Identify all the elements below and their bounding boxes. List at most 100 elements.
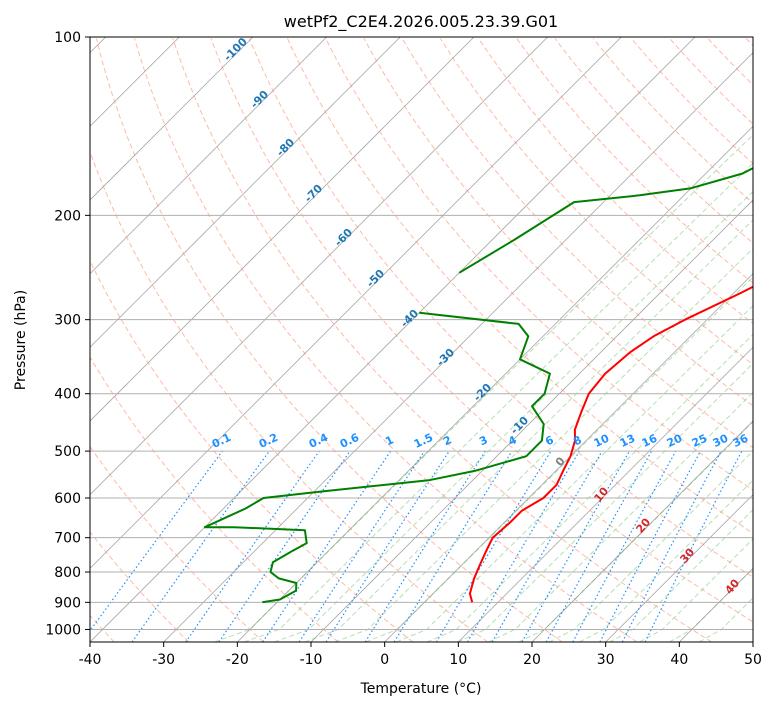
dry-adiabat-line	[439, 38, 753, 366]
mixing-ratio-line	[325, 450, 450, 642]
x-axis-label: Temperature (°C)	[360, 681, 482, 697]
mixing-ratio-label: 20	[665, 432, 685, 450]
dry-adiabat-line	[210, 38, 753, 623]
dry-adiabat-line	[90, 356, 339, 642]
dewpoint-line	[203, 311, 551, 604]
mixing-ratio-line	[521, 450, 631, 642]
moist-adiabat-line	[698, 597, 753, 642]
dry-adiabat-label: -90	[248, 88, 271, 111]
mixing-ratio-label: 36	[731, 432, 751, 450]
mixing-ratio-label: 10	[592, 432, 612, 450]
x-tick-label: -30	[152, 652, 175, 668]
x-tick-label: 50	[744, 652, 762, 668]
dry-adiabat-line	[134, 38, 638, 642]
mixing-ratio-line	[298, 450, 425, 642]
dry-adiabat-label: -80	[274, 136, 297, 159]
mixing-ratio-label: 0.4	[307, 431, 330, 451]
mixing-ratio-line	[644, 450, 743, 642]
isopleth-labels: -100-90-80-70-60-50-40-30-20-100.1 0.2 0.4…	[210, 35, 751, 597]
mixing-ratio-line	[393, 450, 513, 642]
mixing-ratio-label: 13	[618, 432, 637, 450]
isotherm-line	[458, 346, 753, 642]
moist-adiabat-line	[304, 219, 753, 642]
dry-adiabat-label: -50	[364, 267, 387, 290]
dry-adiabat-label: -70	[302, 182, 325, 205]
isotherm-line	[163, 52, 753, 642]
y-tick-label: 200	[54, 208, 81, 224]
isotherm-line	[90, 37, 475, 422]
dry-adiabat-line	[554, 38, 753, 244]
dry-adiabat-label: -20	[471, 381, 494, 404]
x-tick-label: 10	[449, 652, 467, 668]
mixing-ratio-label: 1	[383, 433, 395, 448]
dry-adiabat-line	[248, 38, 753, 578]
mixing-ratio-label: 6	[543, 433, 556, 448]
y-tick-label: 400	[54, 387, 81, 403]
moist-adiabat-label: 30	[677, 545, 697, 565]
moist-adiabat-line	[518, 420, 753, 642]
moist-adiabat-line	[609, 508, 753, 642]
x-tick-label: 20	[523, 652, 541, 668]
mixing-ratio-label: 3	[477, 433, 489, 448]
mixing-ratio-label: 25	[690, 432, 709, 450]
dry-adiabat-line	[592, 38, 753, 204]
mixing-ratio-line	[262, 450, 392, 642]
background-isopleths	[90, 37, 753, 642]
isotherm-line	[90, 37, 254, 201]
y-tick-label: 900	[54, 595, 81, 611]
isotherm-line	[90, 37, 548, 496]
dry-adiabat-line	[478, 38, 753, 325]
isotherm-line	[752, 641, 753, 642]
mixing-ratio-line	[621, 450, 722, 642]
isotherm-line	[237, 125, 753, 642]
x-tick-label: 40	[670, 652, 688, 668]
moist-adiabat-line	[334, 247, 753, 642]
x-tick-label: -40	[79, 652, 102, 668]
moist-adiabat-label: 40	[722, 576, 742, 596]
isotherm-line	[605, 494, 753, 642]
dry-adiabat-label: -40	[398, 307, 421, 330]
mixing-ratio-line	[435, 450, 552, 642]
mixing-ratio-line	[131, 450, 270, 642]
moist-adiabat-line	[487, 391, 753, 642]
moist-adiabat-line	[548, 450, 753, 642]
moist-adiabat-line	[457, 362, 753, 642]
pressure-gridlines	[90, 37, 753, 630]
isotherm-line	[90, 37, 327, 275]
dewpoint-line	[458, 167, 753, 274]
y-tick-label: 1000	[45, 622, 81, 638]
mixing-ratio-line	[185, 450, 320, 642]
dry-adiabat-line	[516, 38, 753, 284]
mixing-ratio-line	[218, 450, 351, 642]
temperature-line	[468, 285, 753, 603]
dry-adiabat-line	[287, 38, 753, 534]
mixing-ratio-label: 0.1	[210, 431, 233, 451]
isotherm-line	[90, 37, 622, 569]
chart-title: wetPf2_C2E4.2026.005.23.39.G01	[284, 12, 558, 32]
dry-adiabat-line	[172, 38, 712, 642]
x-tick-label: 30	[597, 652, 615, 668]
dry-adiabat-line	[90, 150, 488, 642]
dry-adiabat-line	[325, 38, 753, 491]
y-axis-ticks: 100 200 300 400 500 600 700 800 900 1000	[45, 30, 90, 638]
plot-frame	[89, 36, 754, 643]
mixing-ratio-line	[466, 450, 580, 642]
dry-adiabat-line	[401, 38, 753, 407]
dry-adiabat-label: -60	[332, 226, 355, 249]
moist-adiabat-line	[669, 567, 753, 642]
moist-adiabat-line	[579, 479, 753, 642]
y-tick-label: 600	[54, 491, 81, 507]
isotherm-line	[90, 37, 401, 348]
dry-adiabat-line	[90, 259, 414, 642]
mixing-ratio-label: 2	[441, 433, 453, 448]
mixing-ratio-line	[90, 450, 223, 632]
mixing-ratio-label: 0.2	[257, 431, 280, 451]
x-tick-label: -20	[226, 652, 249, 668]
isotherm-line	[531, 420, 753, 642]
dry-adiabat-line	[95, 38, 563, 642]
dry-adiabat-line	[363, 38, 753, 449]
y-tick-label: 300	[54, 313, 81, 329]
mixing-ratio-line	[545, 450, 653, 642]
moist-adiabat-line	[639, 538, 753, 642]
